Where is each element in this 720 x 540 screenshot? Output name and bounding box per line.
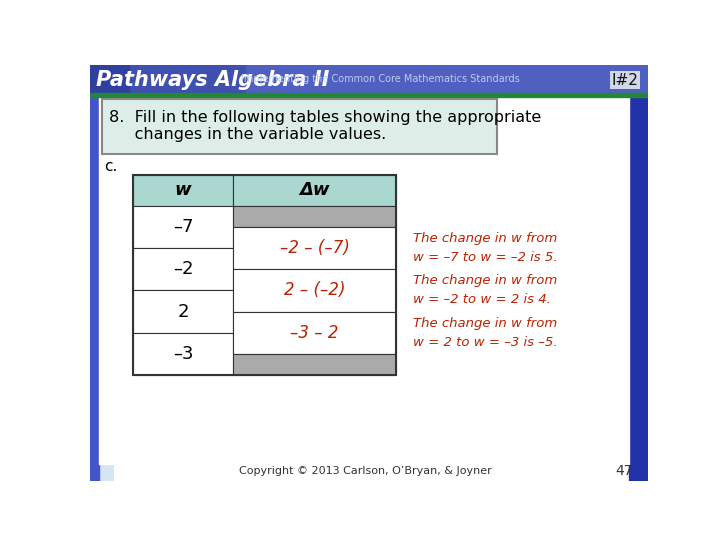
Text: 2: 2 (177, 302, 189, 321)
Text: 8.  Fill in the following tables showing the appropriate: 8. Fill in the following tables showing … (109, 110, 541, 125)
Bar (90, 93, 648, 97)
Bar (233, 269, 396, 312)
Text: –2: –2 (173, 260, 193, 278)
Text: Implementing the Common Core Mathematics Standards: Implementing the Common Core Mathematics… (241, 75, 520, 84)
Text: –2 – (–7): –2 – (–7) (280, 239, 350, 257)
Text: –3 – 2: –3 – 2 (290, 324, 339, 342)
Text: Δw: Δw (300, 181, 330, 199)
Text: 2 – (–2): 2 – (–2) (284, 281, 346, 299)
Bar (132, 175, 233, 206)
Bar (233, 227, 396, 269)
Bar (132, 291, 233, 333)
Bar (132, 206, 233, 248)
Text: changes in the variable values.: changes in the variable values. (109, 126, 387, 141)
Bar (90, 65, 648, 93)
Text: The change in w from
w = 2 to w = –3 is –5.: The change in w from w = 2 to w = –3 is … (413, 317, 558, 349)
Text: 47: 47 (615, 463, 632, 477)
Bar (132, 175, 396, 375)
Bar (629, 94, 648, 481)
Bar (132, 248, 233, 291)
Text: –3: –3 (173, 345, 193, 363)
Bar (233, 175, 396, 206)
Bar (99, 94, 629, 464)
Text: I#2: I#2 (612, 73, 639, 87)
Text: c.: c. (104, 159, 117, 174)
Text: Pathways Algebra II: Pathways Algebra II (96, 70, 330, 90)
Bar (102, 99, 497, 154)
Text: Copyright © 2013 Carlson, O’Bryan, & Joyner: Copyright © 2013 Carlson, O’Bryan, & Joy… (239, 465, 492, 476)
Text: w: w (175, 181, 192, 199)
Text: The change in w from
w = –2 to w = 2 is 4.: The change in w from w = –2 to w = 2 is … (413, 274, 557, 306)
Bar (90, 65, 129, 93)
Bar (90, 94, 99, 481)
Bar (233, 206, 396, 227)
Bar (233, 354, 396, 375)
Text: The change in w from
w = –7 to w = –2 is 5.: The change in w from w = –7 to w = –2 is… (413, 232, 558, 264)
Text: –7: –7 (173, 218, 193, 236)
Bar (233, 312, 396, 354)
Bar (132, 333, 233, 375)
Bar (90, 65, 245, 93)
